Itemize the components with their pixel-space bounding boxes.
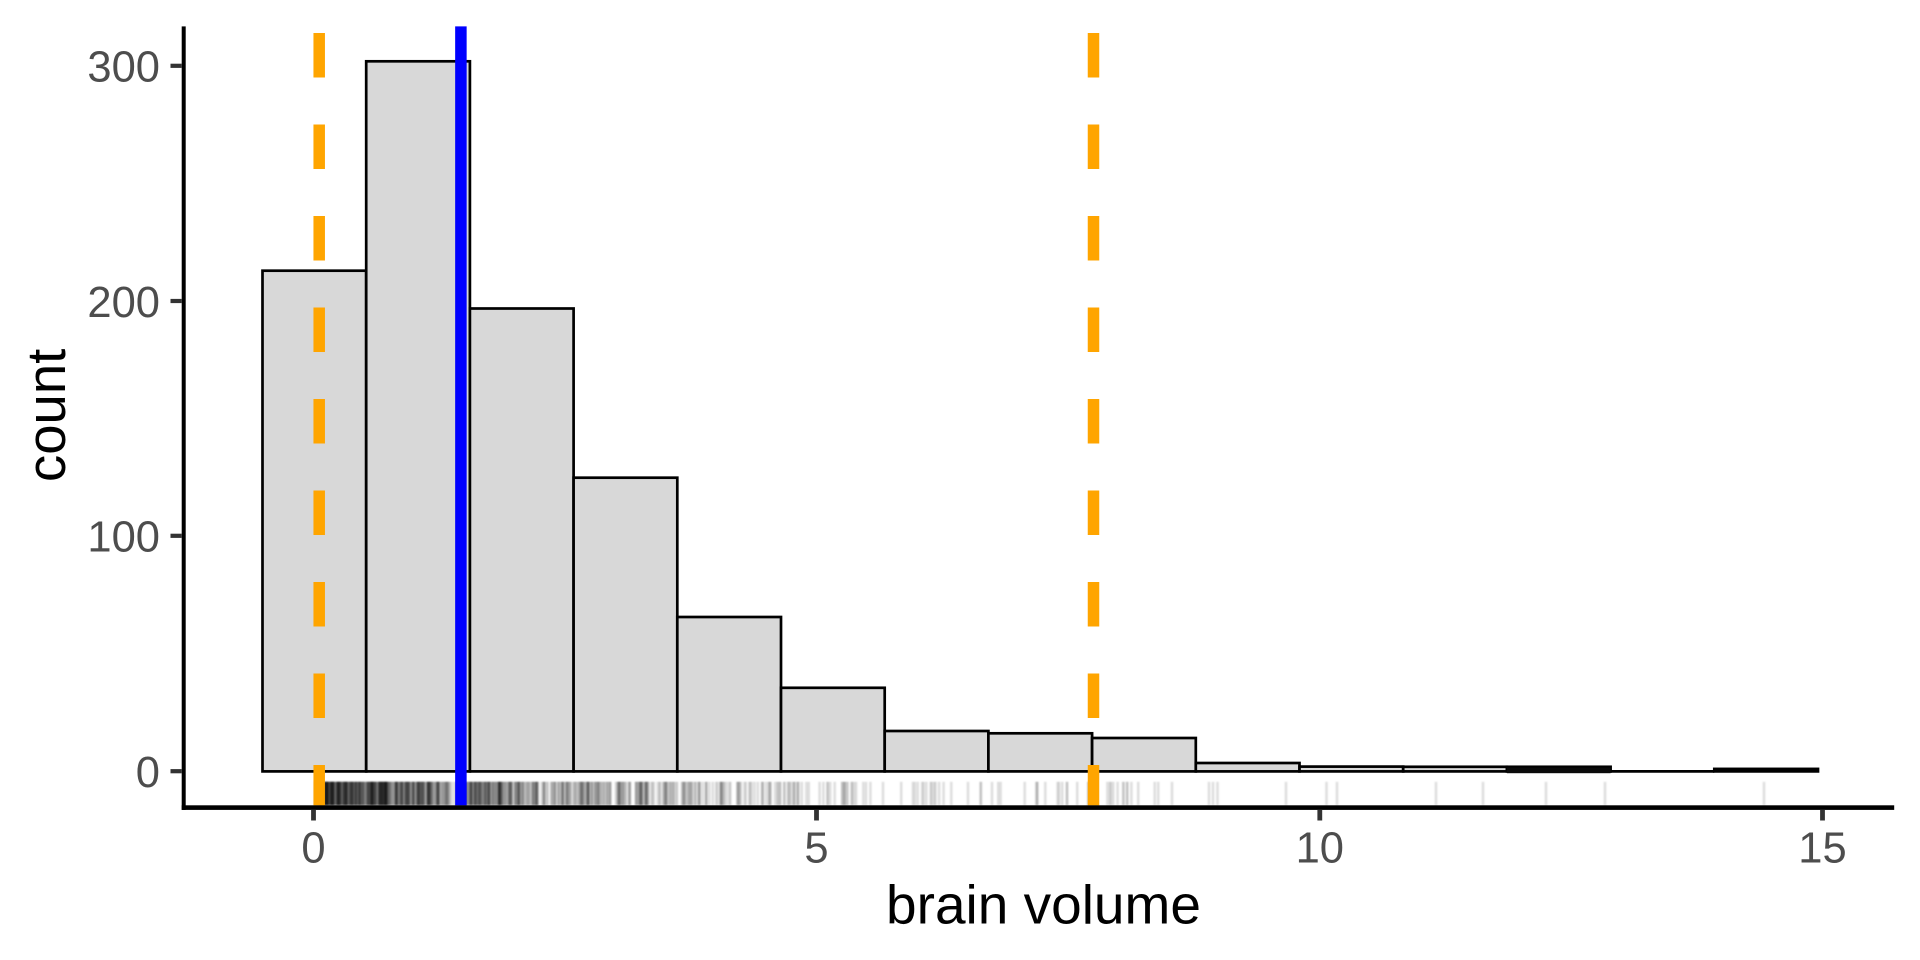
svg-text:0: 0 — [136, 749, 160, 797]
svg-text:15: 15 — [1798, 825, 1846, 873]
svg-text:5: 5 — [804, 825, 828, 873]
svg-text:brain volume: brain volume — [886, 874, 1201, 936]
svg-text:300: 300 — [87, 44, 160, 92]
svg-text:10: 10 — [1296, 825, 1344, 873]
svg-text:0: 0 — [301, 825, 325, 873]
svg-text:100: 100 — [87, 514, 160, 562]
svg-text:count: count — [16, 349, 77, 482]
svg-text:200: 200 — [87, 279, 160, 327]
